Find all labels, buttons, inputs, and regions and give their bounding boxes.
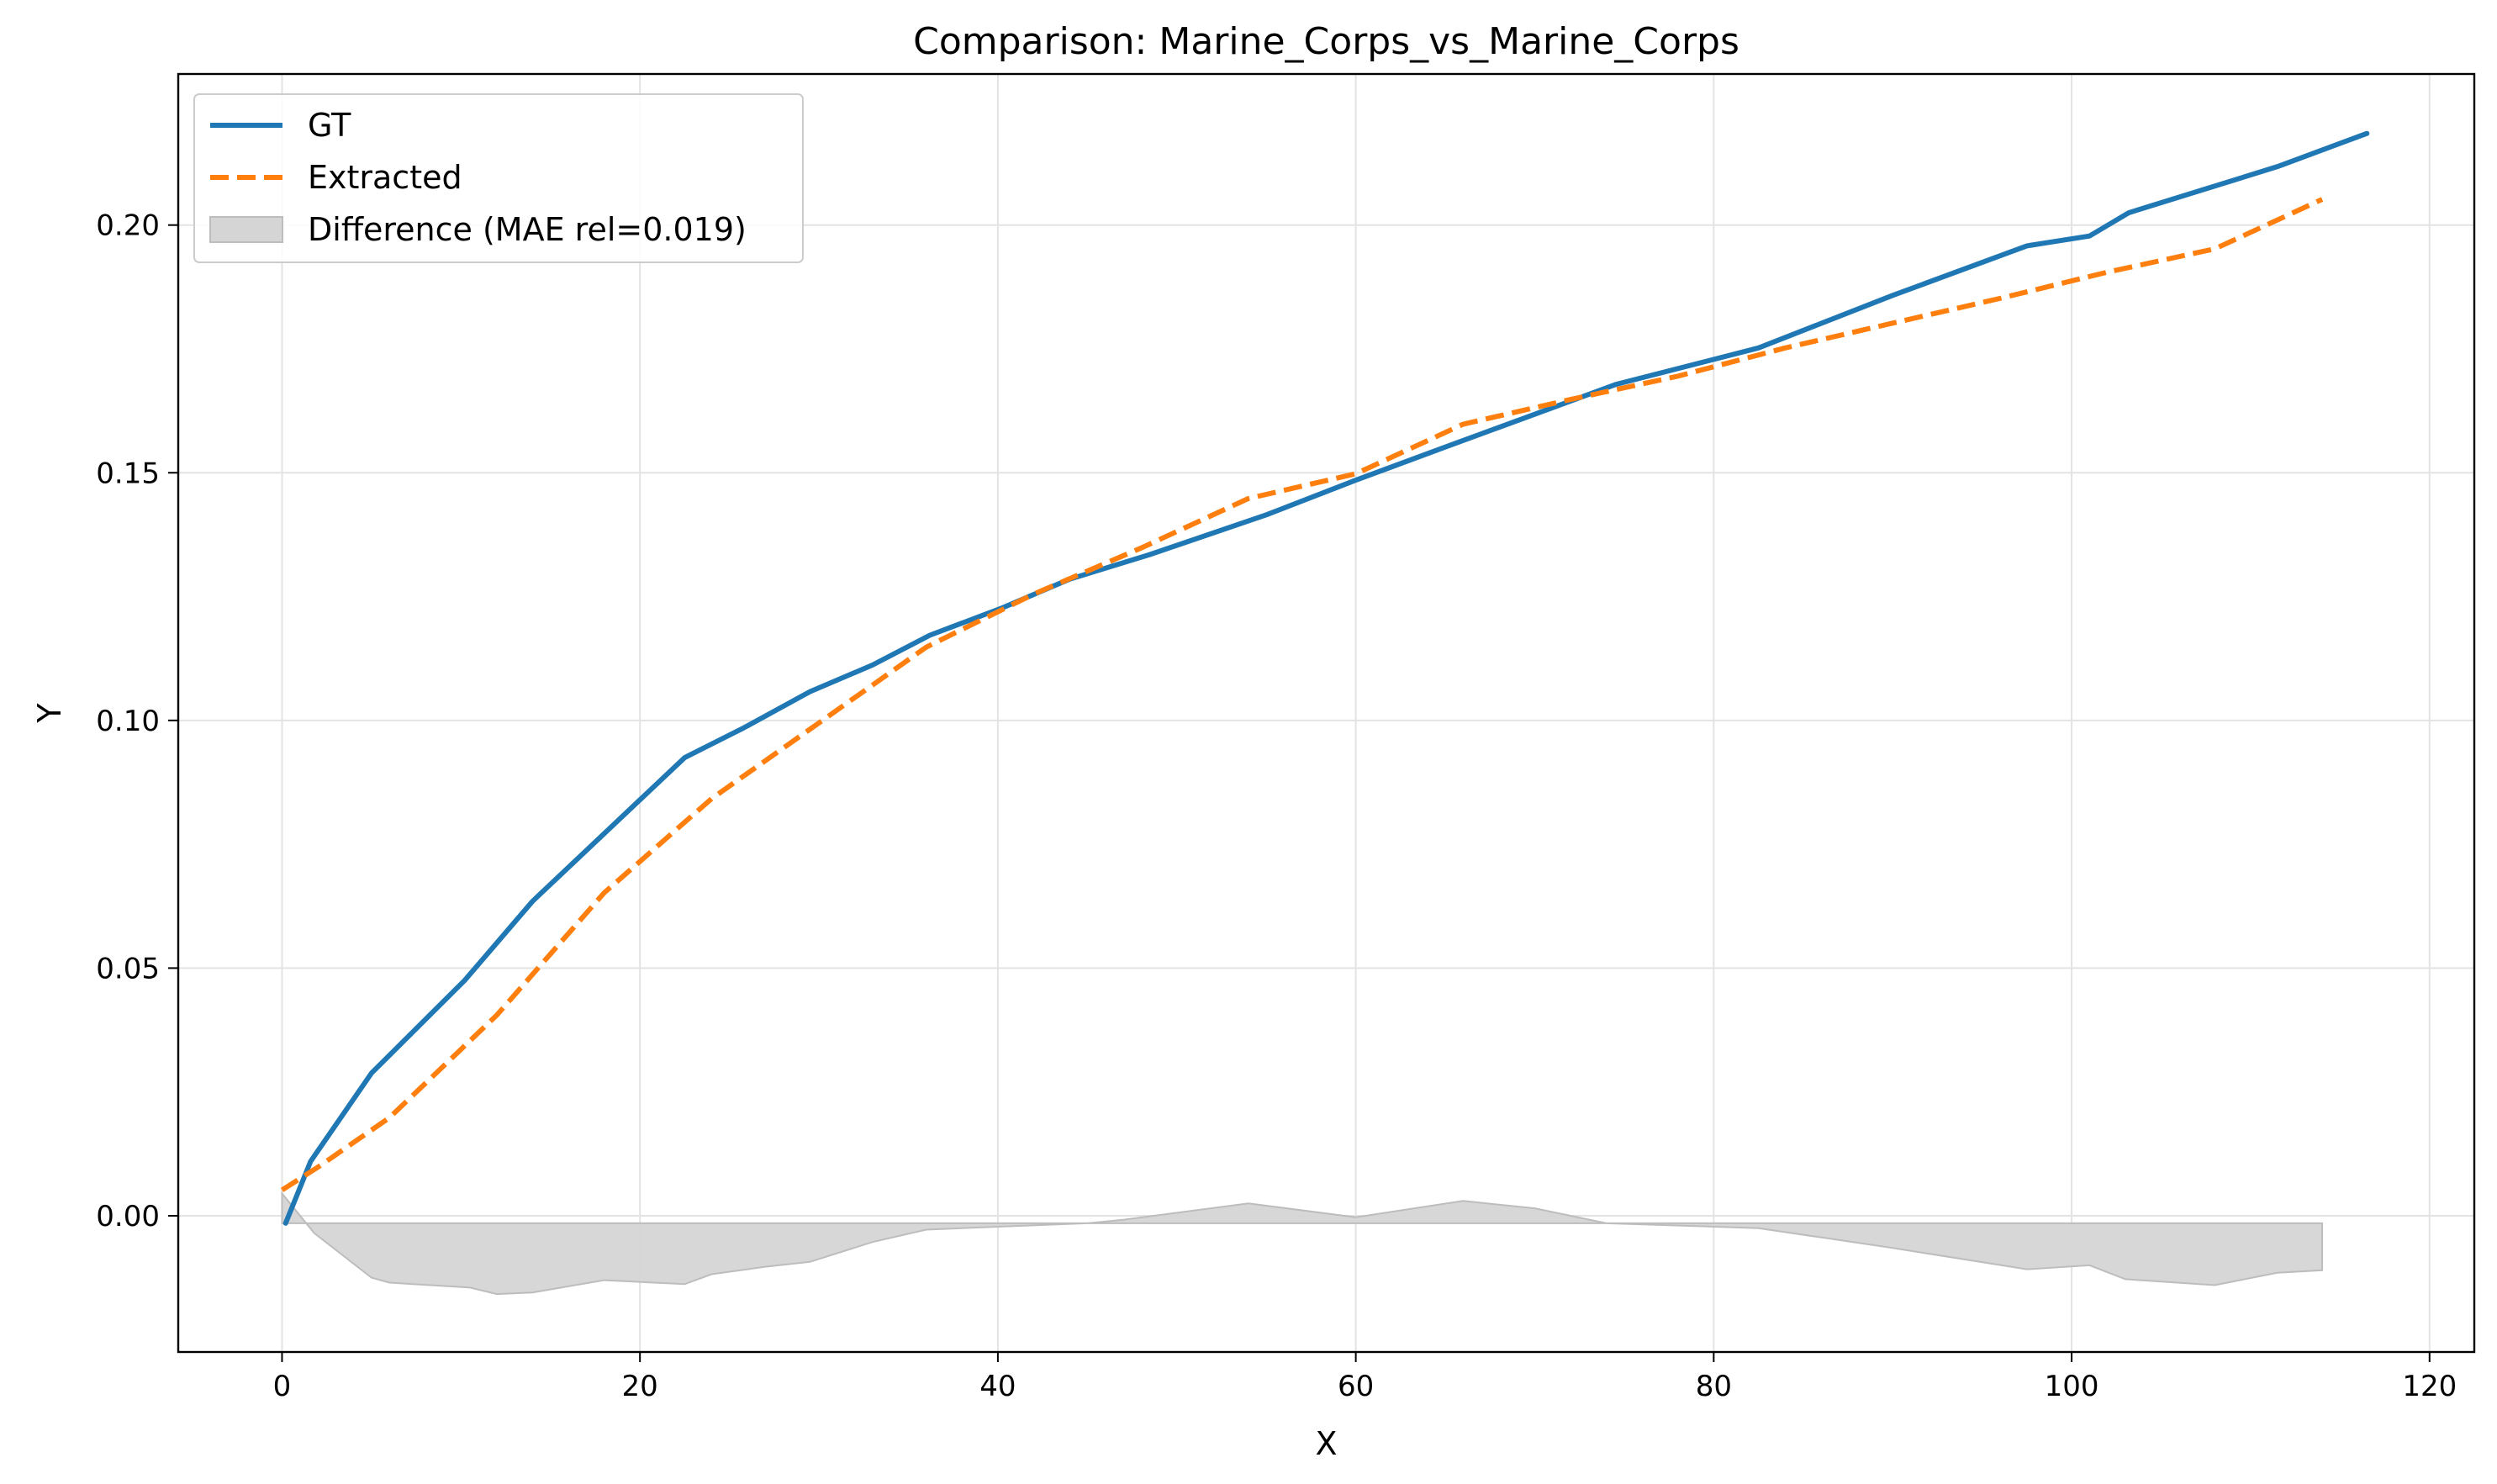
x-tick-label: 40 [979,1370,1016,1403]
y-tick-label: 0.00 [96,1200,160,1233]
x-tick-label: 20 [622,1370,658,1403]
x-tick-label: 80 [1696,1370,1732,1403]
ticks: 0 20 40 60 80 100 120 0.00 0.05 0.10 0.15 0.20 [96,209,2457,1403]
legend: GT Extracted Difference (MAE rel=0.019) [193,93,804,263]
series-layer [280,130,2370,1226]
plot-frame [177,72,2476,1354]
gt-series-line [282,130,2370,1226]
y-tick-label: 0.15 [96,457,160,490]
y-tick-label: 0.05 [96,952,160,985]
chart-title: Comparison: Marine_Corps_vs_Marine_Corps [913,20,1739,63]
y-axis-label: Y [31,703,68,724]
x-tick-label: 0 [273,1370,292,1403]
legend-difference-swatch [209,216,283,243]
difference-band [281,1191,2324,1296]
difference-layer [281,1191,2324,1296]
x-axis-label: X [1315,1425,1337,1462]
x-tick-label: 120 [2402,1370,2457,1403]
extracted-series-line [280,197,2324,1192]
x-tick-label: 60 [1338,1370,1374,1403]
y-tick-label: 0.20 [96,209,160,243]
legend-box [193,93,804,263]
legend-extracted-label: Extracted [308,159,462,196]
x-tick-label: 100 [2045,1370,2099,1403]
legend-difference-label: Difference (MAE rel=0.019) [308,211,747,248]
y-tick-label: 0.10 [96,705,160,738]
legend-gt-label: GT [308,107,351,144]
grid [178,74,2474,1352]
